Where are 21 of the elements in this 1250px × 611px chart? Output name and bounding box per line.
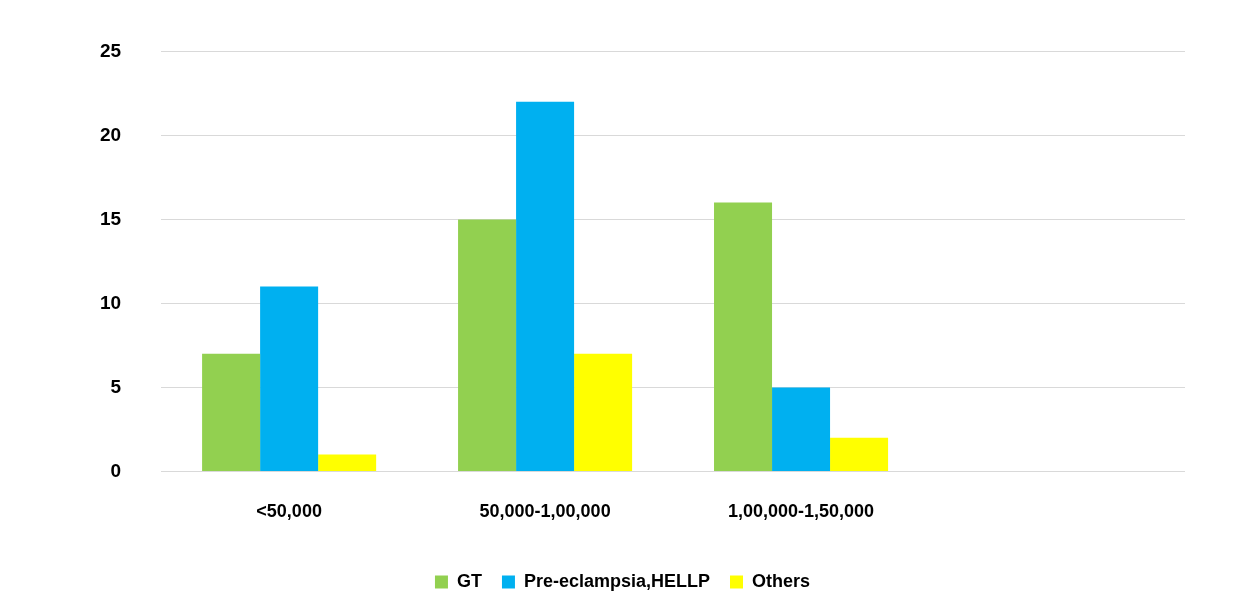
- y-tick-label: 15: [99, 207, 122, 229]
- legend-label: Pre-eclampsia,HELLP: [523, 570, 711, 591]
- x-tick-label: 1,00,000-1,50,000: [727, 501, 875, 522]
- legend-label: Others: [752, 570, 811, 591]
- x-tick-label: 50,000-1,00,000: [479, 501, 611, 522]
- bar: [458, 219, 517, 471]
- bar: [516, 101, 575, 471]
- y-tick-label: 10: [99, 291, 122, 313]
- y-tick-label: 0: [110, 459, 122, 481]
- y-tick-label: 5: [110, 375, 122, 397]
- legend-label: GT: [456, 570, 482, 591]
- bar: [830, 437, 889, 471]
- bar: [202, 353, 261, 471]
- bar: [260, 286, 319, 471]
- x-tick-label: <50,000: [256, 501, 322, 522]
- bar: [574, 353, 633, 471]
- y-tick-label: 20: [99, 123, 122, 145]
- bar: [318, 454, 377, 471]
- y-tick-label: 25: [99, 39, 122, 61]
- bar: [714, 202, 773, 471]
- bar: [772, 387, 831, 471]
